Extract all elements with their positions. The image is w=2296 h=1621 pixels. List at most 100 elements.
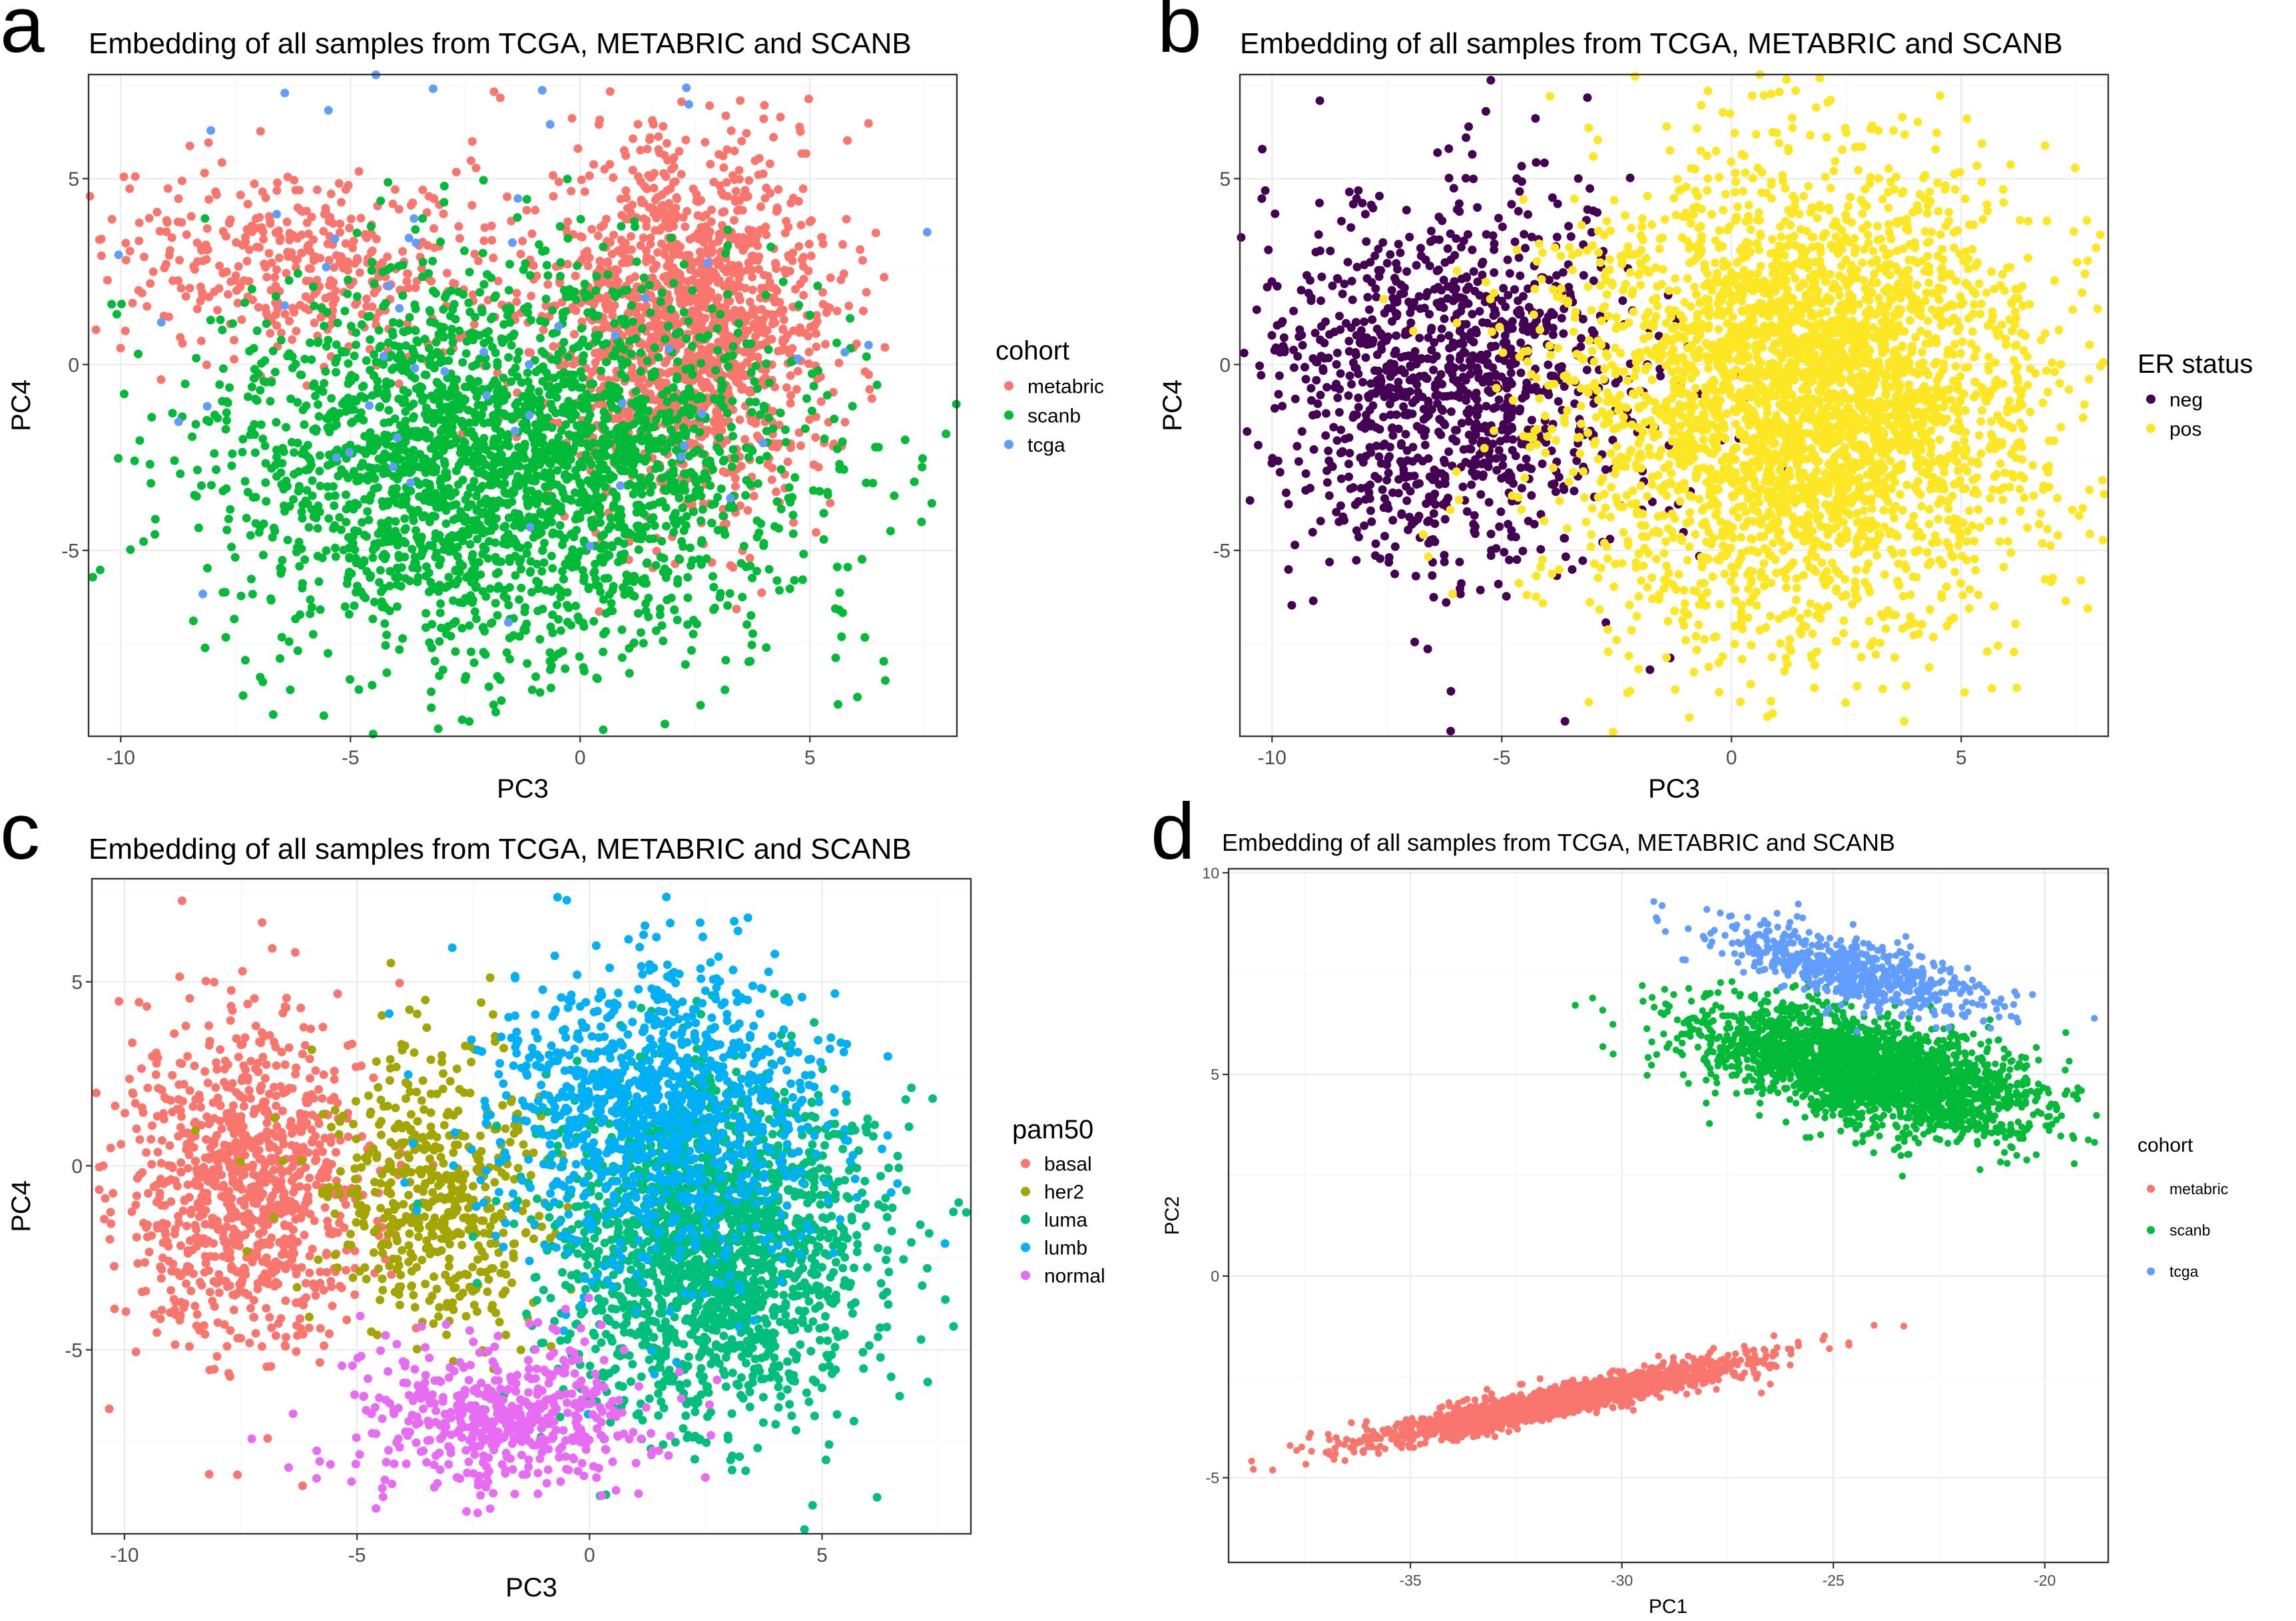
data-point (603, 270, 613, 280)
data-point (1362, 237, 1371, 246)
data-point (341, 347, 350, 357)
data-point (719, 163, 728, 172)
data-point (441, 519, 451, 529)
data-point (503, 439, 512, 449)
data-point (736, 96, 745, 105)
data-point (651, 395, 660, 405)
data-point (467, 516, 477, 525)
data-point (152, 208, 162, 217)
data-point (523, 499, 532, 508)
data-point (812, 329, 820, 338)
data-point (793, 367, 802, 376)
data-point (570, 330, 579, 339)
data-point (291, 255, 300, 264)
data-point (117, 300, 126, 309)
data-point (1645, 665, 1655, 674)
data-point (769, 132, 778, 142)
data-point (411, 225, 420, 234)
data-point (330, 421, 340, 431)
data-point (584, 342, 593, 351)
data-point (212, 465, 221, 474)
data-point (834, 358, 844, 367)
data-point (599, 392, 607, 401)
data-point (270, 273, 280, 282)
data-point (573, 144, 583, 153)
data-point (744, 386, 752, 395)
data-point (119, 172, 129, 182)
data-point (330, 491, 340, 501)
data-point (645, 135, 654, 144)
data-point (467, 553, 477, 563)
data-point (555, 222, 565, 231)
data-point (560, 494, 569, 503)
data-point (439, 389, 449, 398)
data-point (358, 459, 368, 468)
data-point (837, 632, 846, 641)
data-point (599, 424, 609, 433)
data-point (531, 473, 540, 483)
data-point (610, 351, 619, 361)
data-point (642, 559, 651, 568)
data-point (541, 482, 550, 491)
data-point (661, 720, 669, 729)
data-point (794, 300, 804, 310)
data-point (734, 292, 743, 300)
data-point (491, 423, 500, 433)
data-point (370, 279, 379, 288)
data-point (384, 516, 394, 525)
data-point (504, 600, 513, 610)
data-point (395, 645, 404, 654)
data-point (805, 310, 814, 320)
data-point (746, 238, 756, 248)
data-point (200, 214, 210, 223)
data-point (541, 246, 550, 255)
data-point (865, 385, 874, 394)
data-point (679, 308, 689, 317)
data-point (242, 513, 251, 523)
data-point (354, 413, 363, 423)
data-point (792, 385, 801, 394)
data-point (698, 212, 707, 222)
data-point (575, 652, 584, 661)
data-point (695, 427, 704, 437)
data-point (569, 533, 579, 542)
data-point (445, 312, 455, 321)
data-point (636, 628, 645, 637)
data-point (734, 319, 743, 328)
data-point (424, 587, 433, 596)
data-point (1585, 184, 1595, 193)
data-point (644, 432, 653, 441)
data-point (686, 543, 695, 553)
data-point (723, 601, 732, 610)
data-point (246, 430, 255, 439)
data-point (202, 255, 211, 264)
data-point (507, 377, 516, 386)
data-point (675, 146, 684, 156)
data-point (709, 178, 718, 186)
data-point (697, 475, 706, 484)
data-point (181, 292, 190, 301)
data-point (310, 302, 319, 310)
data-point (1561, 552, 1570, 561)
data-point (890, 491, 899, 501)
data-point (679, 526, 689, 535)
data-point (662, 378, 671, 387)
data-point (290, 448, 298, 457)
data-point (778, 335, 788, 344)
data-point (694, 297, 703, 306)
data-point (218, 227, 228, 236)
data-point (780, 425, 790, 434)
data-point (659, 204, 668, 213)
data-point (230, 336, 239, 345)
data-point (441, 506, 451, 515)
data-point (420, 496, 429, 505)
data-point (176, 333, 185, 342)
data-point (786, 254, 795, 262)
data-point (511, 363, 520, 373)
data-point (613, 424, 623, 433)
data-point (185, 284, 194, 293)
data-point (561, 307, 570, 316)
data-point (643, 144, 652, 154)
data-point (478, 529, 487, 538)
data-point (374, 326, 384, 335)
